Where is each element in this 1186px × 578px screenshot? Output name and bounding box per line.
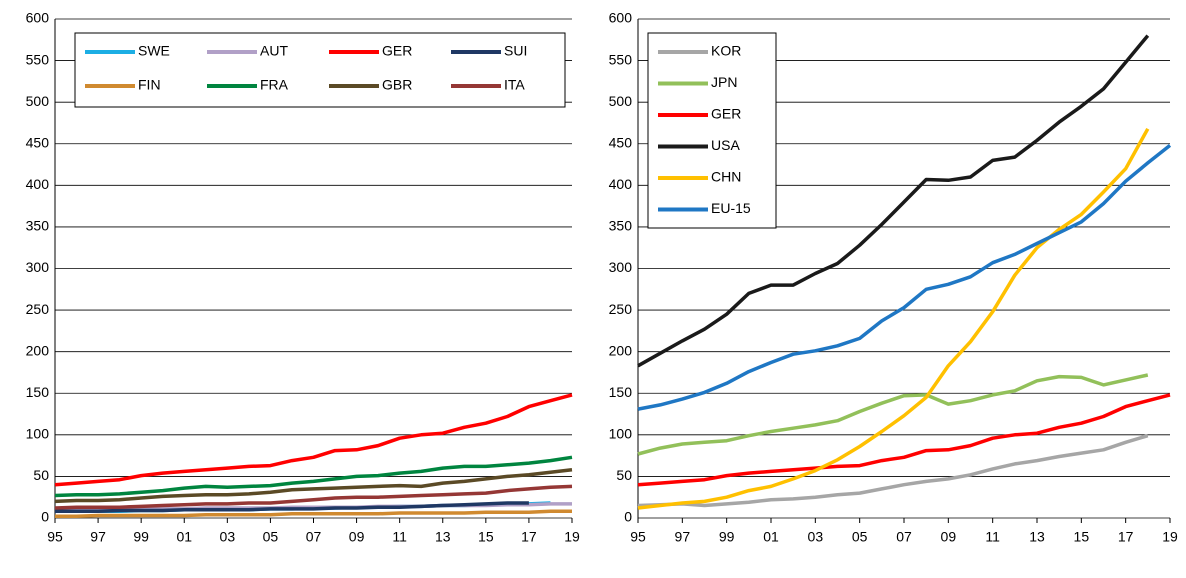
y-tick-label: 0	[624, 509, 632, 525]
y-tick-label: 250	[26, 301, 50, 317]
series-line	[55, 501, 529, 514]
x-tick-label: 09	[941, 529, 957, 545]
legend-label: JPN	[711, 74, 737, 90]
series-line	[54, 393, 573, 487]
y-tick-label: 550	[609, 51, 633, 67]
y-tick-label: 600	[26, 10, 50, 26]
x-tick-label: 97	[90, 529, 106, 545]
series-line	[55, 509, 572, 519]
x-tick-label: 17	[1118, 529, 1134, 545]
x-tick-label: 03	[220, 529, 236, 545]
y-tick-label: 450	[26, 134, 50, 150]
series-line	[637, 127, 1150, 510]
x-tick-label: 01	[763, 529, 779, 545]
y-tick-label: 400	[26, 176, 50, 192]
x-tick-label: 19	[1162, 529, 1178, 545]
y-tick-label: 350	[609, 218, 633, 234]
y-tick-label: 450	[609, 134, 633, 150]
y-tick-label: 300	[609, 259, 633, 275]
legend-label: SWE	[138, 43, 170, 59]
x-tick-label: 99	[133, 529, 149, 545]
y-tick-label: 500	[26, 93, 50, 109]
series-line	[637, 434, 1149, 508]
legend-label: FIN	[138, 77, 161, 93]
x-tick-label: 99	[719, 529, 735, 545]
series-line	[637, 144, 1172, 411]
y-tick-label: 250	[609, 301, 633, 317]
x-tick-label: 07	[306, 529, 322, 545]
y-tick-label: 0	[41, 509, 49, 525]
x-tick-label: 11	[985, 529, 1000, 545]
y-tick-label: 500	[609, 93, 633, 109]
x-tick-label: 19	[564, 529, 580, 545]
y-tick-label: 150	[609, 384, 633, 400]
legend-label: CHN	[711, 169, 741, 185]
series-line	[54, 455, 573, 498]
legend-box	[647, 32, 777, 229]
x-tick-label: 13	[1029, 529, 1045, 545]
series-line	[54, 484, 573, 510]
y-tick-label: 100	[609, 426, 633, 442]
legend-label: EU-15	[711, 200, 751, 216]
x-tick-label: 07	[896, 529, 912, 545]
y-tick-label: 200	[26, 342, 50, 358]
y-tick-label: 100	[26, 426, 50, 442]
legend-label: USA	[711, 137, 740, 153]
y-tick-label: 200	[609, 342, 633, 358]
x-tick-label: 95	[47, 529, 63, 545]
y-tick-label: 50	[33, 467, 49, 483]
series-line	[637, 34, 1150, 368]
series-line	[54, 468, 573, 504]
legend-label: KOR	[711, 43, 741, 59]
x-tick-label: 17	[521, 529, 537, 545]
series-line	[637, 393, 1171, 487]
legend-box	[74, 32, 566, 108]
y-tick-label: 550	[26, 51, 50, 67]
x-tick-label: 15	[478, 529, 494, 545]
x-tick-label: 05	[263, 529, 279, 545]
y-tick-label: 600	[609, 10, 633, 26]
x-tick-label: 15	[1074, 529, 1090, 545]
x-tick-label: 01	[176, 529, 192, 545]
legend-label: GBR	[382, 77, 412, 93]
legend-label: GER	[382, 43, 412, 59]
x-tick-label: 09	[349, 529, 365, 545]
y-tick-label: 350	[26, 218, 50, 234]
x-tick-label: 05	[852, 529, 868, 545]
legend-label: SUI	[504, 43, 527, 59]
x-tick-label: 03	[808, 529, 824, 545]
y-tick-label: 50	[616, 467, 632, 483]
legend-label: ITA	[504, 77, 525, 93]
y-tick-label: 150	[26, 384, 50, 400]
x-tick-label: 97	[675, 529, 691, 545]
legend-label: GER	[711, 106, 741, 122]
legend-label: FRA	[260, 77, 289, 93]
x-tick-label: 95	[630, 529, 646, 545]
x-tick-label: 13	[435, 529, 451, 545]
y-tick-label: 300	[26, 259, 50, 275]
y-tick-label: 400	[609, 176, 633, 192]
x-tick-label: 11	[392, 529, 407, 545]
series-line	[637, 373, 1149, 456]
legend-label: AUT	[260, 43, 288, 59]
